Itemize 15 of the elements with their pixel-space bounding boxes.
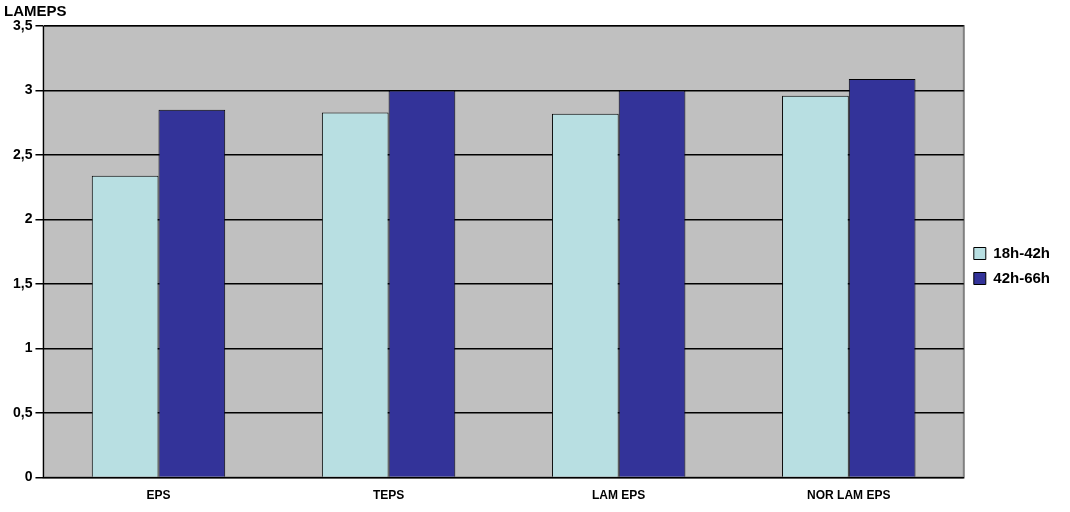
y-tick-label: 2,5 — [12, 145, 33, 162]
y-tick-label: 3 — [24, 81, 33, 98]
legend-label: 18h-42h — [993, 243, 1051, 261]
x-tick-label: EPS — [146, 488, 171, 503]
legend-label: 42h-66h — [993, 268, 1051, 286]
y-tick-label: 1 — [24, 339, 33, 356]
x-tick-label: LAM EPS — [592, 488, 646, 503]
y-tick-label: 0 — [24, 468, 33, 485]
y-tick-label: 2 — [24, 210, 33, 227]
y-tick-label: 3,5 — [12, 16, 33, 33]
x-tick-label: TEPS — [372, 488, 405, 503]
y-tick-label: 0,5 — [12, 403, 33, 420]
x-tick-label: NOR LAM EPS — [807, 488, 891, 503]
y-tick-label: 1,5 — [12, 274, 33, 291]
y-axis-title: LAMEPS — [4, 1, 67, 19]
